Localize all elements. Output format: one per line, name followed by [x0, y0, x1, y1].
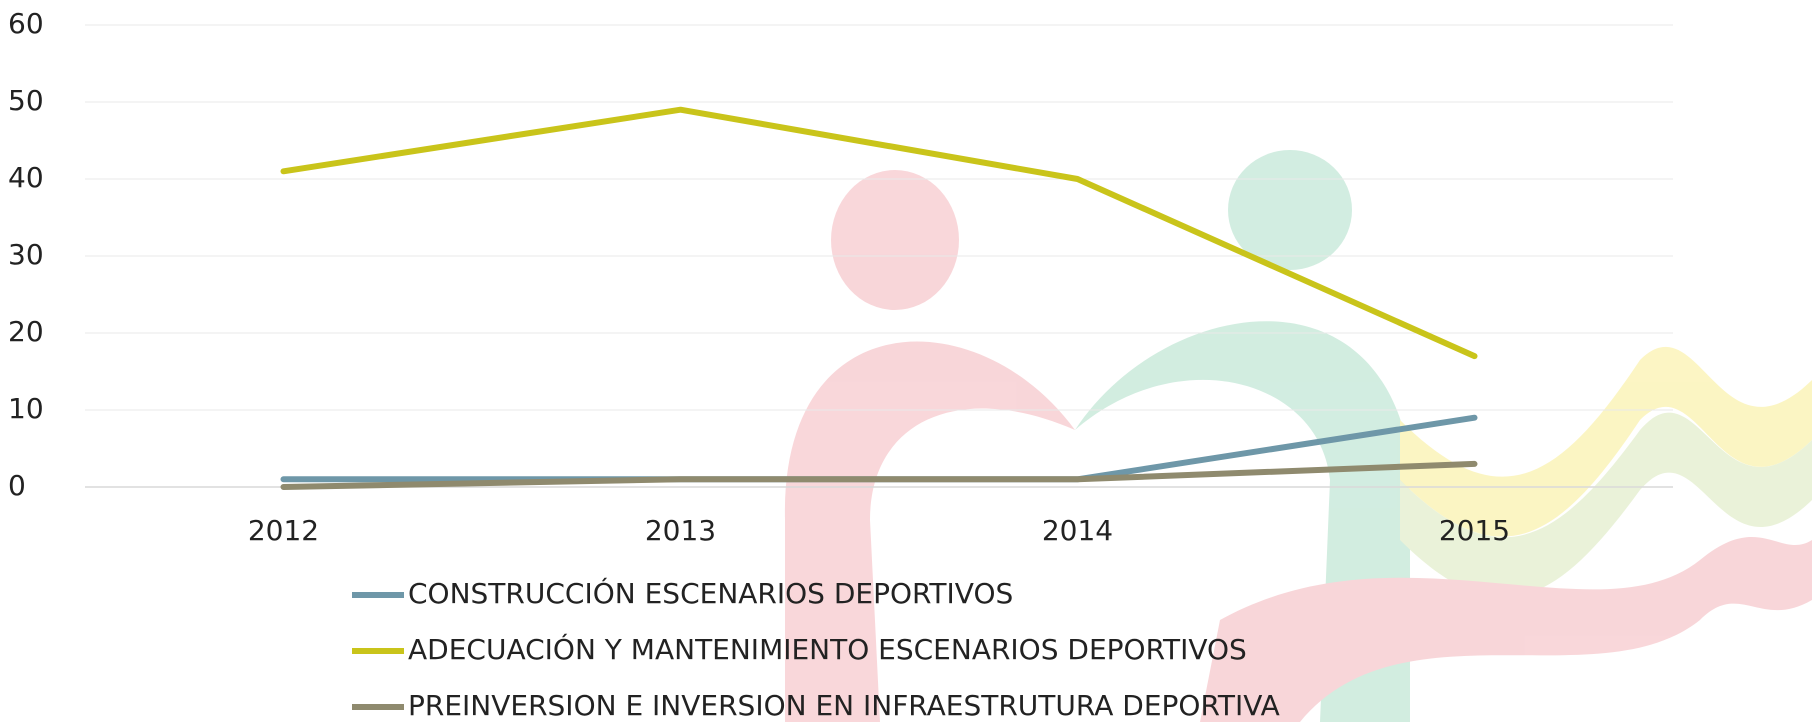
- legend-label: ADECUACIÓN Y MANTENIMIENTO ESCENARIOS DE…: [408, 632, 1247, 666]
- y-tick-label: 60: [8, 7, 44, 40]
- x-tick-label: 2012: [248, 514, 319, 547]
- y-tick-label: 40: [8, 161, 44, 194]
- y-tick-label: 20: [8, 315, 44, 348]
- x-tick-label: 2013: [645, 514, 716, 547]
- y-tick-label: 50: [8, 84, 44, 117]
- y-tick-label: 0: [8, 469, 26, 502]
- x-tick-label: 2014: [1042, 514, 1113, 547]
- y-tick-label: 30: [8, 238, 44, 271]
- y-tick-label: 10: [8, 392, 44, 425]
- chart: 0 10 20 30 40 50 60 2012 2013 2014 2015 CONSTRUCCIÓ…: [0, 0, 1812, 722]
- legend-label: CONSTRUCCIÓN ESCENARIOS DEPORTIVOS: [408, 576, 1013, 610]
- x-tick-label: 2015: [1439, 514, 1510, 547]
- legend-label: PREINVERSION E INVERSION EN INFRAESTRUTU…: [408, 689, 1280, 722]
- page: 0 10 20 30 40 50 60 2012 2013 2014 2015 CONSTRUCCIÓ…: [0, 0, 1812, 722]
